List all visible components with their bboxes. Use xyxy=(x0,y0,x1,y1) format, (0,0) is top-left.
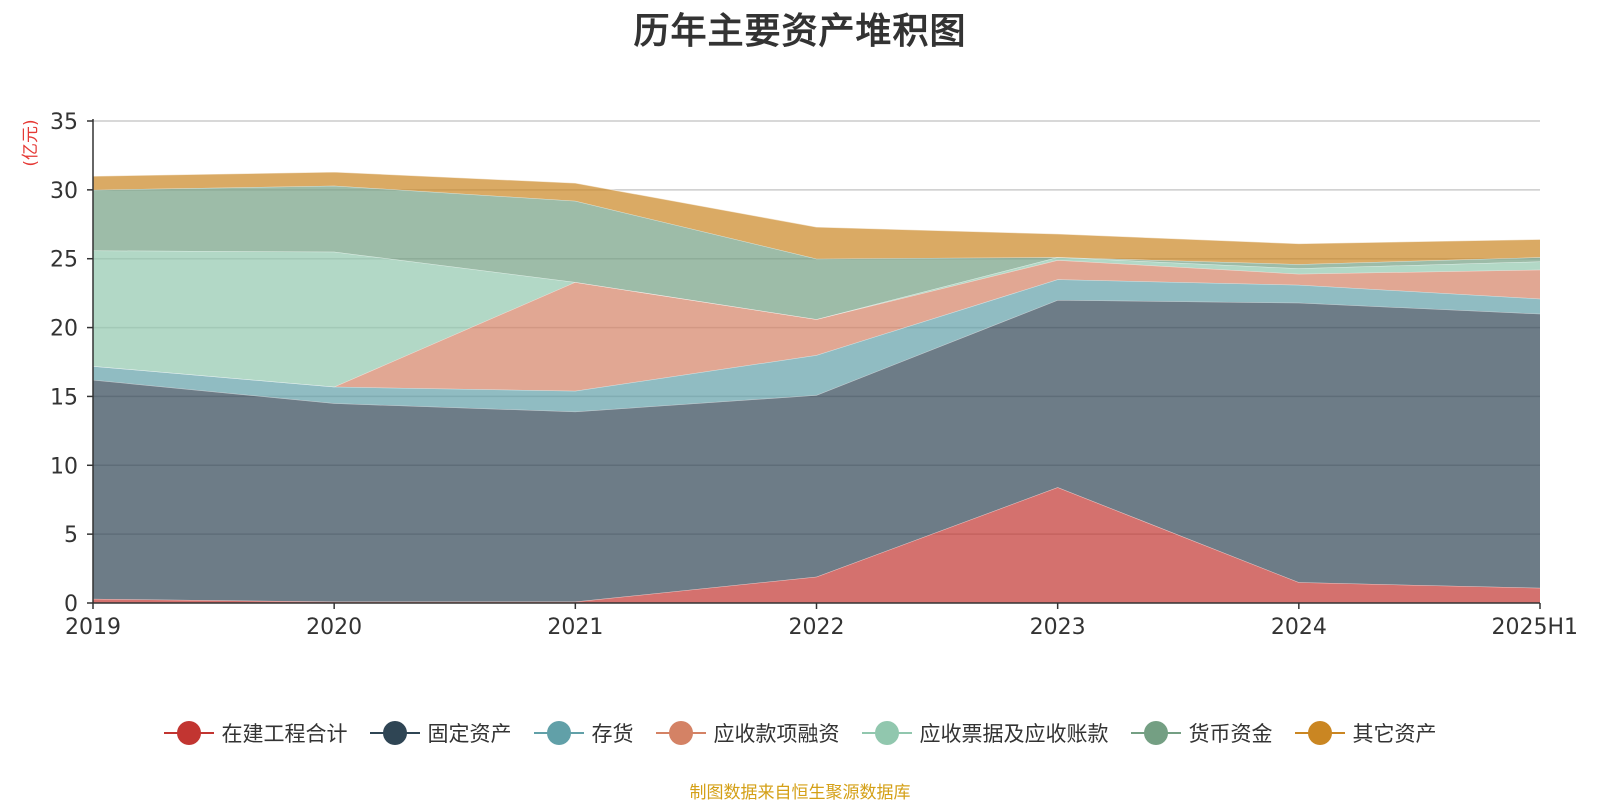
y-tick-label: 15 xyxy=(50,385,78,410)
legend-item[interactable]: 应收款项融资 xyxy=(655,718,840,748)
area-series-2 xyxy=(93,279,1540,412)
area-series-4 xyxy=(93,250,1540,387)
legend-item[interactable]: 货币资金 xyxy=(1130,718,1273,748)
x-tick-label: 2019 xyxy=(65,615,121,640)
area-edge-6 xyxy=(92,171,1541,245)
legend-label: 应收票据及应收账款 xyxy=(919,722,1109,746)
axes: 0 5 10 15 20 25 30 35 2019 2020 2021 2022 2023 2024 20… xyxy=(50,110,1578,640)
series-areas xyxy=(92,171,1541,603)
chart-legend: 在建工程合计 固定资产 存货 应收款项融资 应收票据及应收账款 货币资金 其它资产 xyxy=(0,718,1600,748)
y-tick-label: 5 xyxy=(64,523,78,548)
y-axis-unit-label: (亿元) xyxy=(21,119,41,166)
y-tick-label: 20 xyxy=(50,317,78,342)
y-tick-label: 10 xyxy=(50,454,78,479)
x-tick-label: 2024 xyxy=(1271,615,1327,640)
legend-label: 在建工程合计 xyxy=(221,722,348,746)
legend-marker-icon xyxy=(1294,721,1345,745)
y-tick-label: 0 xyxy=(64,592,78,617)
legend-item[interactable]: 存货 xyxy=(533,718,634,748)
x-tick-label: 2023 xyxy=(1030,615,1086,640)
legend-marker-icon xyxy=(655,721,706,745)
area-series-3 xyxy=(93,260,1540,391)
y-tick-label: 30 xyxy=(50,179,78,204)
legend-label: 其它资产 xyxy=(1352,722,1437,746)
legend-marker-icon xyxy=(369,721,420,745)
chart-title: 历年主要资产堆积图 xyxy=(633,11,967,52)
legend-item[interactable]: 应收票据及应收账款 xyxy=(861,718,1109,748)
area-series-1 xyxy=(93,300,1540,602)
x-tick-label: 2025H1 xyxy=(1491,615,1578,640)
legend-label: 存货 xyxy=(591,722,634,746)
legend-marker-icon xyxy=(533,721,584,745)
legend-marker-icon xyxy=(163,721,214,745)
legend-item[interactable]: 固定资产 xyxy=(369,718,512,748)
source-note: 制图数据来自恒生聚源数据库 xyxy=(689,783,911,803)
x-tick-label: 2020 xyxy=(306,615,362,640)
y-tick-label: 25 xyxy=(50,248,78,273)
legend-item[interactable]: 其它资产 xyxy=(1294,718,1437,748)
legend-marker-icon xyxy=(1130,721,1181,745)
legend-marker-icon xyxy=(861,721,912,745)
x-tick-label: 2022 xyxy=(789,615,845,640)
legend-label: 货币资金 xyxy=(1188,722,1273,746)
area-series-6 xyxy=(93,172,1540,265)
legend-item[interactable]: 在建工程合计 xyxy=(163,718,348,748)
area-series-5 xyxy=(93,185,1540,320)
y-tick-label: 35 xyxy=(50,110,78,135)
area-series-0 xyxy=(93,487,1540,603)
legend-label: 固定资产 xyxy=(427,722,512,746)
legend-label: 应收款项融资 xyxy=(713,722,840,746)
x-tick-label: 2021 xyxy=(547,615,603,640)
